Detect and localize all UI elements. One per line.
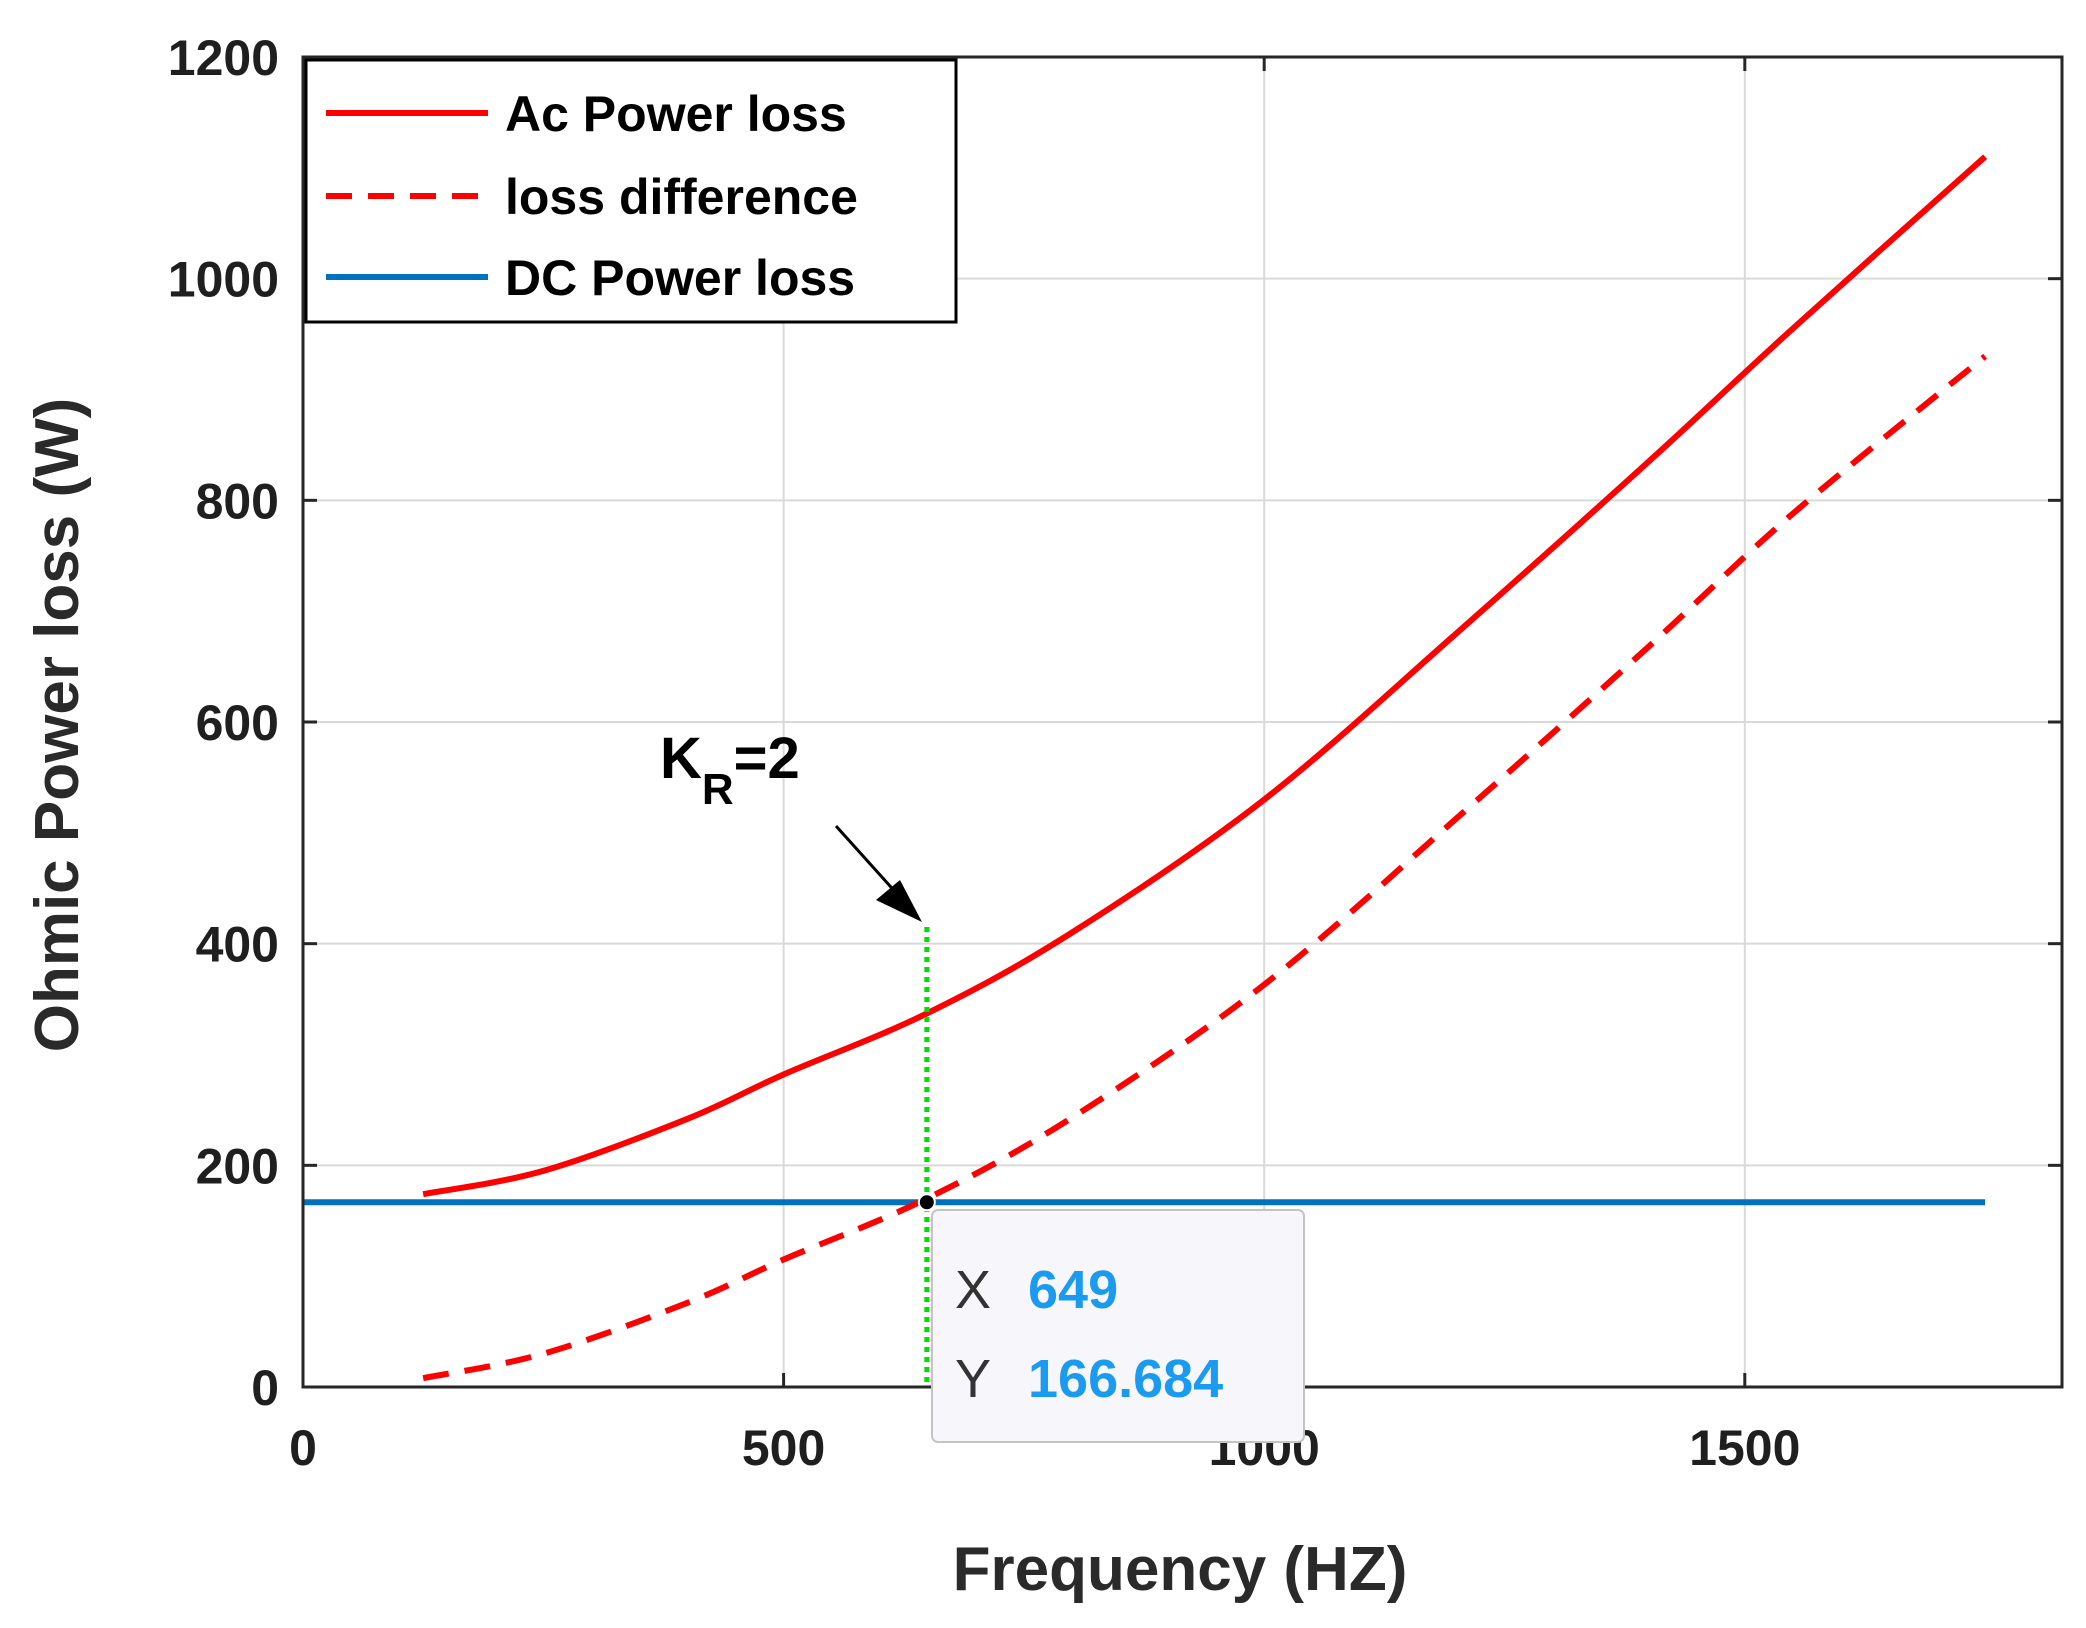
ac-power-loss-line: [422, 154, 1988, 1198]
y-axis-label: Ohmic Power loss (W): [23, 398, 92, 1053]
y-tick-label: 200: [196, 1138, 279, 1194]
x-tick-label: 1500: [1689, 1420, 1800, 1476]
legend: Ac Power loss loss difference DC Power l…: [304, 58, 958, 324]
data-tip-box: [931, 1209, 1305, 1443]
data-tip-point: [917, 1193, 936, 1212]
y-tick-label: 400: [196, 917, 279, 973]
plot-area: [303, 154, 1988, 1387]
legend-label-loss-difference: loss difference: [505, 169, 858, 225]
kr-arrow-head: [876, 880, 922, 922]
legend-label-dc-power-loss: DC Power loss: [505, 250, 855, 306]
x-tick-label: 0: [289, 1420, 317, 1476]
loss-difference-line: [422, 353, 1988, 1382]
data-tip[interactable]: X 649 Y 166.684: [931, 1209, 1305, 1443]
data-tip-x-value: 649: [1028, 1260, 1118, 1320]
x-tick-label: 500: [742, 1420, 825, 1476]
grid: [303, 57, 2062, 1387]
y-tick-label: 0: [251, 1360, 279, 1416]
data-tip-x-label: X: [955, 1260, 991, 1320]
y-tick-label: 1200: [168, 30, 279, 86]
y-tick-label: 600: [196, 695, 279, 751]
y-tick-label: 1000: [168, 252, 279, 308]
x-axis-label: Frequency (HZ): [953, 1535, 1408, 1604]
y-tick-label: 800: [196, 473, 279, 529]
legend-label-ac-power-loss: Ac Power loss: [505, 86, 847, 142]
kr-annotation: KR=2: [660, 726, 922, 922]
kr-label: KR=2: [660, 726, 800, 814]
data-tip-y-value: 166.684: [1028, 1349, 1223, 1409]
data-tip-y-label: Y: [955, 1349, 991, 1409]
